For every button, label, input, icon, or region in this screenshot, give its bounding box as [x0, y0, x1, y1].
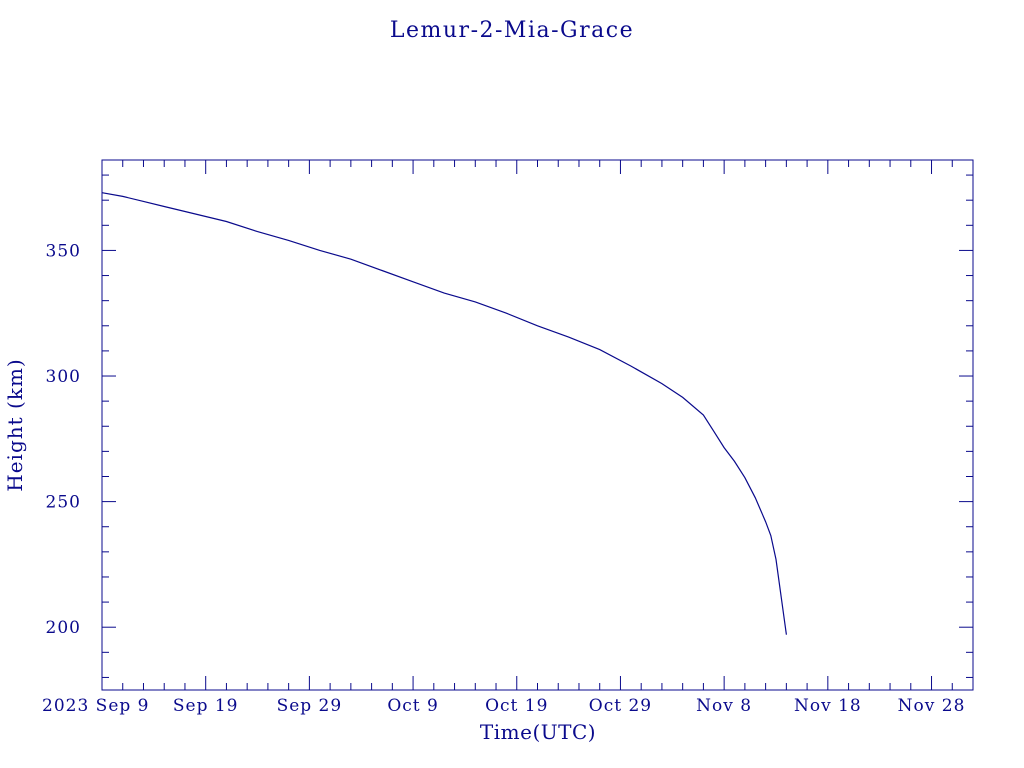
- chart-title: Lemur-2-Mia-Grace: [390, 18, 634, 43]
- x-tick-label: Nov 18: [794, 696, 862, 716]
- y-tick-label: 350: [46, 241, 81, 261]
- x-tick-label: Oct 29: [589, 696, 652, 716]
- x-axis-label: Time(UTC): [480, 720, 596, 744]
- y-tick-label: 300: [46, 367, 81, 387]
- y-tick-label: 250: [46, 493, 81, 513]
- x-tick-label: Sep 29: [277, 696, 343, 716]
- x-tick-labels: 2023 Sep 9 Sep 19 Sep 29 Oct 9 Oct 19 Oct 29 N…: [42, 696, 966, 716]
- tick-marks: [101, 160, 974, 690]
- x-tick-label: Sep 19: [173, 696, 239, 716]
- x-tick-label: 2023 Sep 9: [42, 696, 149, 716]
- plot-frame: [101, 159, 974, 691]
- x-tick-label: Oct 19: [485, 696, 548, 716]
- y-tick-labels: 200 250 300 350: [46, 241, 81, 638]
- x-tick-label: Oct 9: [387, 696, 439, 716]
- x-tick-label: Nov 8: [696, 696, 752, 716]
- y-tick-label: 200: [46, 618, 81, 638]
- x-tick-label: Nov 28: [898, 696, 966, 716]
- y-axis-label: Height (km): [3, 358, 27, 491]
- height-series-line: [101, 192, 787, 635]
